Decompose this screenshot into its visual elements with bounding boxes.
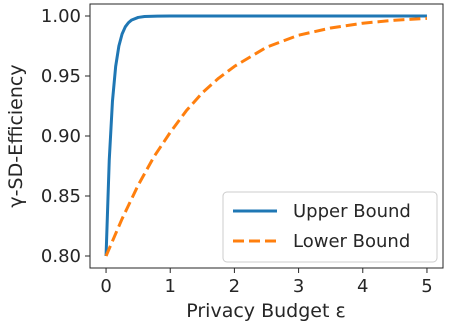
- legend: Upper Bound Lower Bound: [222, 191, 438, 263]
- y-tick-label: 0.90: [41, 126, 81, 147]
- y-axis-ticks: 0.80 0.85 0.90 0.95 1.00: [41, 6, 90, 267]
- legend-label-upper-bound: Upper Bound: [293, 201, 411, 222]
- y-tick-label: 0.85: [41, 186, 81, 207]
- y-axis-label: γ-SD-Efficiency: [5, 64, 27, 207]
- x-axis-ticks: 0 1 2 3 4 5: [100, 268, 433, 297]
- x-tick-label: 0: [100, 276, 111, 297]
- x-tick-label: 2: [229, 276, 240, 297]
- series-line-lower-bound: [104, 16, 428, 257]
- legend-label-lower-bound: Lower Bound: [293, 231, 410, 252]
- x-tick-label: 4: [357, 276, 368, 297]
- series-layer: [104, 14, 428, 257]
- y-tick-label: 0.95: [41, 66, 81, 87]
- x-tick-label: 5: [421, 276, 432, 297]
- y-tick-label: 1.00: [41, 6, 81, 27]
- x-tick-label: 1: [165, 276, 176, 297]
- y-tick-label: 0.80: [41, 246, 81, 267]
- x-axis-label: Privacy Budget ε: [186, 300, 345, 322]
- x-tick-label: 3: [293, 276, 304, 297]
- series-line-upper-bound: [104, 14, 427, 257]
